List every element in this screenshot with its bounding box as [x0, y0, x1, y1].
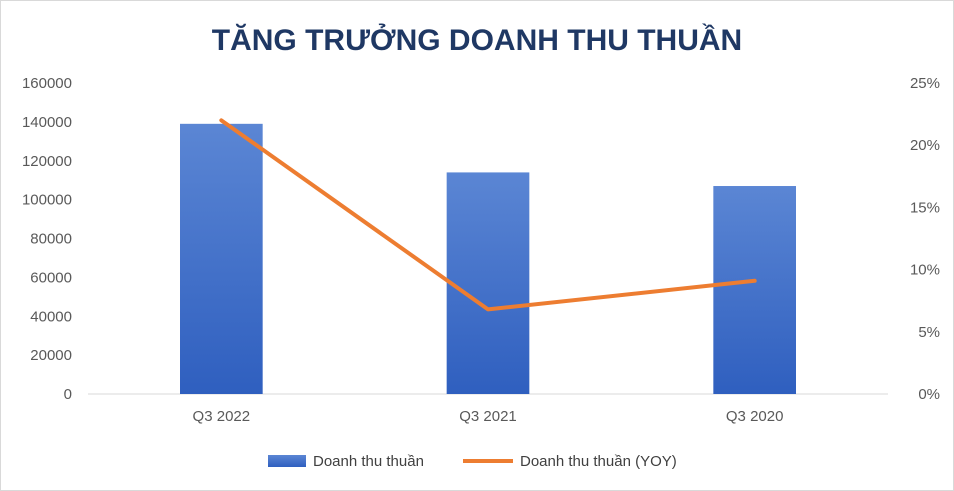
y-right-tick-label: 0% — [918, 386, 940, 403]
x-tick-label: Q3 2020 — [726, 408, 784, 425]
y-right-tick-label: 20% — [910, 137, 940, 154]
bar-doanh-thu-thuan — [446, 172, 530, 394]
y-left-tick-label: 60000 — [30, 269, 72, 286]
y-left-tick-label: 100000 — [22, 192, 72, 209]
y-right-tick-label: 15% — [910, 199, 940, 216]
legend-label-bar: Doanh thu thuần — [313, 453, 424, 470]
y-left-tick-label: 80000 — [30, 231, 72, 248]
x-tick-label: Q3 2022 — [193, 408, 251, 425]
line-point-yoy — [220, 119, 222, 121]
chart-title: TĂNG TRƯỞNG DOANH THU THUẦN — [212, 23, 742, 57]
y-right-tick-label: 25% — [910, 75, 940, 92]
bar-doanh-thu-thuan — [713, 186, 796, 394]
legend-label-line: Doanh thu thuần (YOY) — [520, 453, 677, 470]
line-point-yoy — [487, 308, 489, 310]
line-point-yoy — [754, 280, 756, 282]
y-left-tick-label: 160000 — [22, 75, 72, 92]
bar-doanh-thu-thuan — [180, 123, 263, 394]
y-left-tick-label: 20000 — [30, 347, 72, 364]
x-tick-label: Q3 2021 — [459, 408, 517, 425]
legend-swatch-bar — [268, 455, 306, 467]
y-left-tick-label: 0 — [64, 386, 72, 403]
y-right-tick-label: 10% — [910, 262, 940, 279]
y-left-tick-label: 40000 — [30, 308, 72, 325]
y-left-tick-label: 120000 — [22, 153, 72, 170]
y-right-tick-label: 5% — [918, 324, 940, 341]
y-left-tick-label: 140000 — [22, 114, 72, 131]
